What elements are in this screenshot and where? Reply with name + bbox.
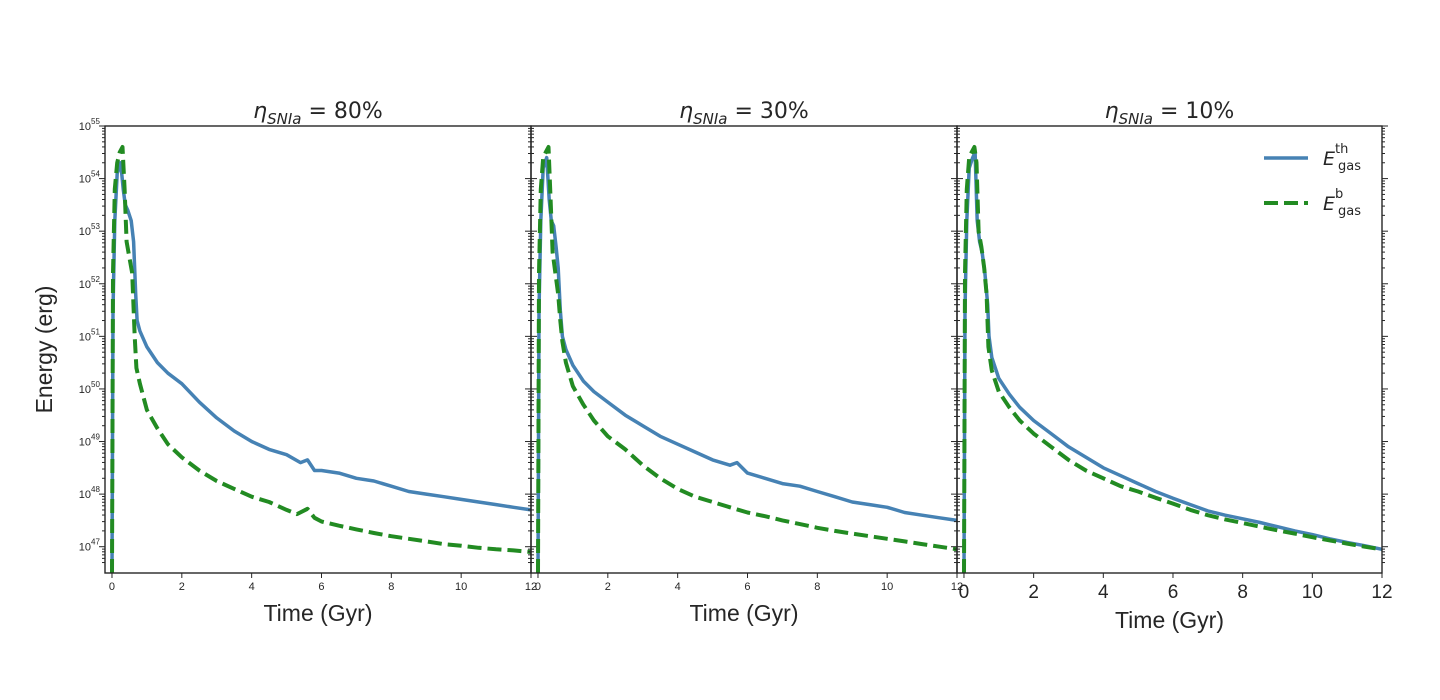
series-line-thermal (110, 161, 532, 574)
x-tick-label: 0 (535, 581, 541, 593)
title-subscript: SNIa (1119, 110, 1153, 128)
title-value: = 30% (727, 99, 808, 124)
plot-frame (104, 125, 532, 574)
x-tick-label: 6 (1168, 582, 1179, 603)
legend-label-thermal: Eth gas (1323, 142, 1361, 174)
x-tick-label: 8 (388, 581, 394, 593)
y-axis-label: Energy (erg) (31, 286, 57, 414)
y-tick-exponent: 49 (91, 433, 100, 442)
x-tick-label: 10 (881, 581, 893, 593)
panel-title: ηSNIa = 80% (253, 99, 383, 128)
title-value: = 80% (301, 99, 382, 124)
y-tick-label: 10 (79, 226, 91, 238)
x-tick-label: 2 (179, 581, 185, 593)
y-tick-label: 10 (79, 279, 91, 291)
panel-2: 0 2 4 6 8 10 12 Time (Gyr) ηSNIa = 30% (525, 99, 963, 626)
y-tick-exponent: 52 (91, 275, 100, 284)
y-tick-label: 10 (79, 542, 91, 554)
title-symbol: η (679, 99, 693, 124)
plot-frame (956, 125, 1383, 574)
x-tick-label: 4 (675, 581, 681, 593)
series-line-bfield (110, 145, 532, 574)
y-tick-exponent: 51 (91, 327, 100, 336)
plot-frame (530, 125, 958, 574)
panel-title: ηSNIa = 30% (679, 99, 809, 128)
y-tick-label: 10 (79, 437, 91, 449)
x-tick-label: 4 (1098, 582, 1109, 603)
title-symbol: η (253, 99, 267, 124)
legend-sup: th (1335, 142, 1348, 157)
title-subscript: SNIa (693, 110, 727, 128)
y-tick-exponent: 53 (91, 222, 100, 231)
x-tick-label: 2 (1028, 582, 1039, 603)
series-line-bfield (536, 145, 958, 574)
series-line-bfield (962, 145, 1383, 574)
x-tick-label: 0 (959, 582, 970, 603)
legend-subscript: gas (1338, 204, 1361, 219)
legend-base: E (1323, 148, 1335, 170)
legend-subscript: gas (1338, 159, 1361, 174)
x-axis-label: Time (Gyr) (689, 600, 798, 626)
y-tick-exponent: 55 (91, 117, 100, 126)
y-tick-exponent: 50 (91, 380, 100, 389)
title-value: = 10% (1153, 99, 1234, 124)
title-symbol: η (1105, 99, 1119, 124)
x-axis-label: Time (Gyr) (1115, 607, 1224, 633)
legend-label-bfield: Eb gas (1323, 187, 1361, 219)
x-tick-label: 10 (1302, 582, 1323, 603)
x-tick-label: 0 (109, 581, 115, 593)
x-tick-label: 10 (455, 581, 467, 593)
y-tick-label: 10 (79, 174, 91, 186)
y-tick-exponent: 54 (91, 170, 100, 179)
x-tick-label: 6 (318, 581, 324, 593)
panel-title: ηSNIa = 10% (1105, 99, 1235, 128)
series-line-thermal (962, 150, 1383, 574)
y-tick-label: 10 (79, 384, 91, 396)
y-tick-label: 10 (79, 489, 91, 501)
x-tick-label: 6 (744, 581, 750, 593)
x-tick-label: 12 (951, 581, 963, 593)
title-subscript: SNIa (267, 110, 301, 128)
legend-base: E (1323, 193, 1335, 215)
x-tick-label: 8 (1237, 582, 1248, 603)
x-tick-label: 12 (525, 581, 537, 593)
y-tick-label: 10 (79, 331, 91, 343)
x-tick-label: 4 (249, 581, 255, 593)
x-axis-label: Time (Gyr) (263, 600, 372, 626)
legend-sup: b (1335, 187, 1343, 202)
x-tick-label: 12 (1371, 582, 1392, 603)
y-tick-label: 10 (79, 121, 91, 133)
x-tick-label: 2 (605, 581, 611, 593)
y-tick-exponent: 47 (91, 538, 100, 547)
y-tick-exponent: 48 (91, 485, 100, 494)
x-tick-label: 8 (814, 581, 820, 593)
